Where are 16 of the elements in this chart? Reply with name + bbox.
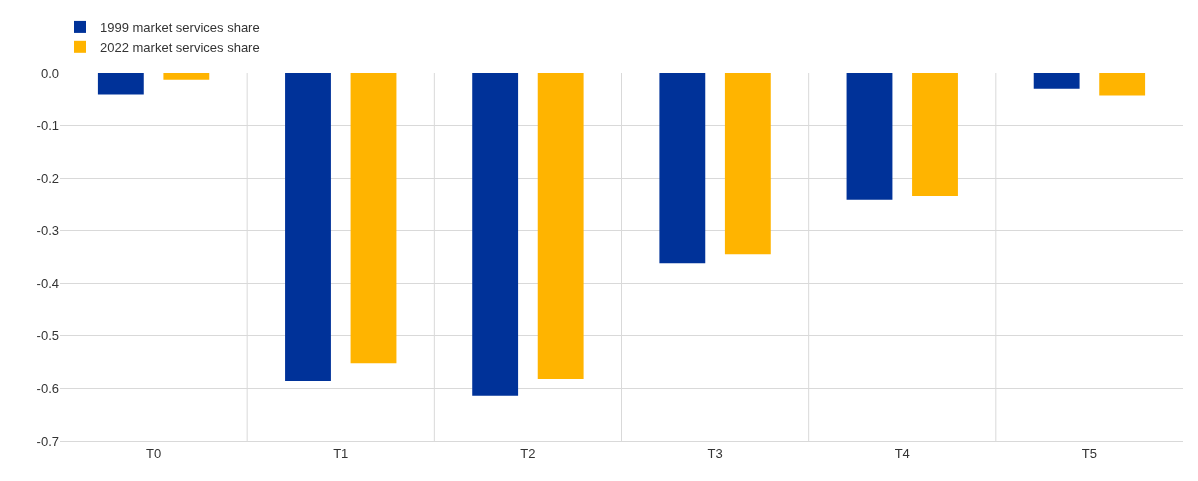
x-tick-label: T4 — [894, 445, 910, 461]
y-tick-label: -0.2 — [36, 170, 59, 186]
y-tick-label: -0.5 — [36, 328, 59, 344]
y-tick-label: -0.7 — [36, 433, 59, 449]
legend-label: 1999 market services share — [100, 19, 260, 35]
x-tick-label: T2 — [520, 445, 536, 461]
y-tick-label: -0.3 — [36, 223, 59, 239]
y-tick-label: -0.6 — [36, 380, 59, 396]
legend-label: 2022 market services share — [100, 39, 260, 55]
x-tick-label: T0 — [145, 445, 162, 461]
y-tick-label: -0.4 — [36, 275, 59, 291]
y-tick-label: -0.1 — [36, 118, 59, 134]
x-tick-label: T3 — [707, 445, 723, 461]
x-tick-label: T1 — [333, 445, 349, 461]
x-tick-label: T5 — [1081, 445, 1098, 461]
y-tick-label: 0.0 — [40, 65, 59, 81]
